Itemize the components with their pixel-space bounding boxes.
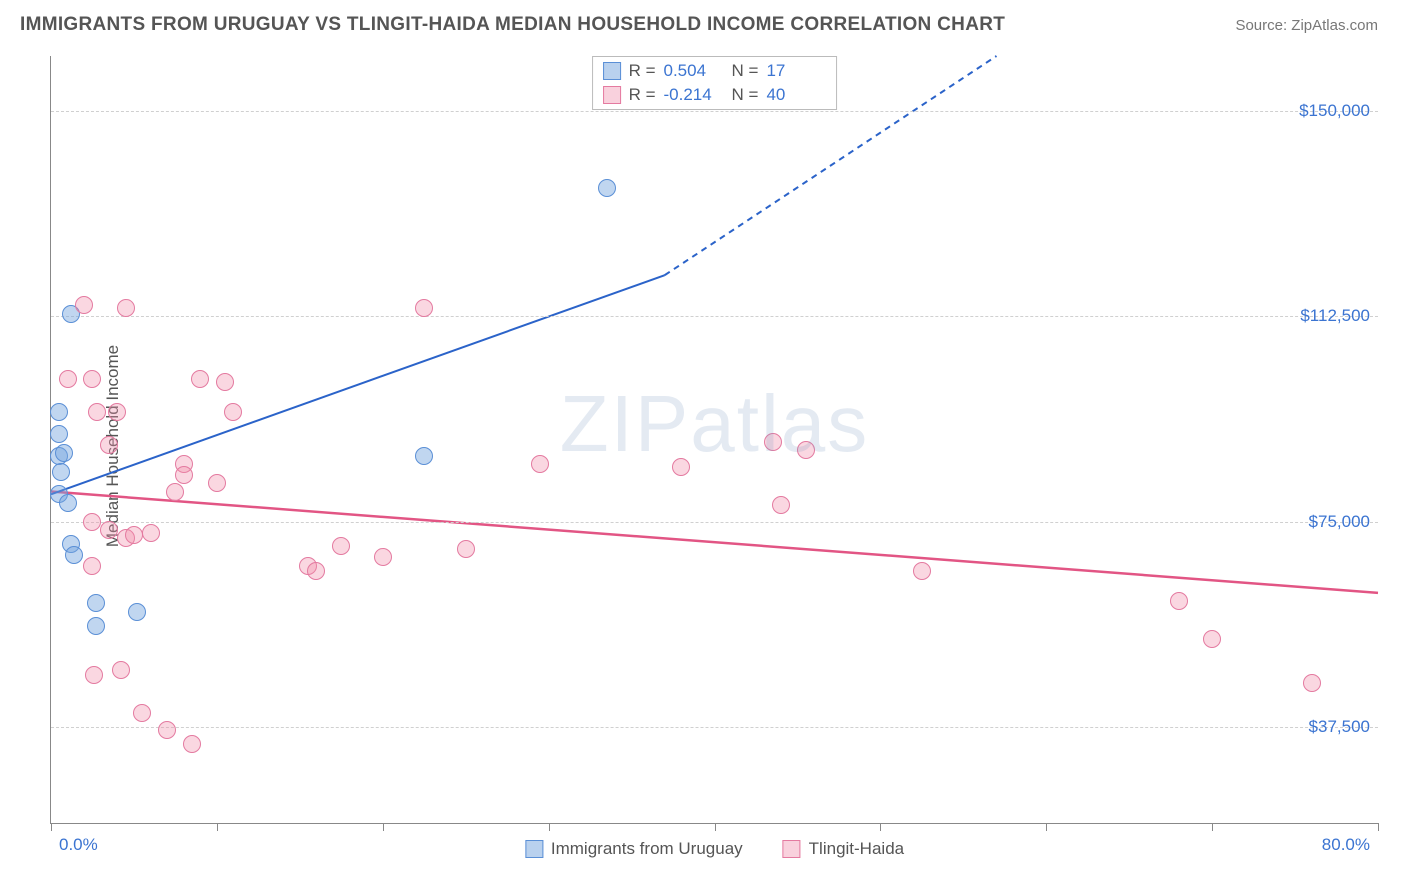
n-value-tlingit: 40 (766, 85, 826, 105)
legend-row-uruguay: R = 0.504 N = 17 (603, 59, 827, 83)
data-point (55, 444, 73, 462)
x-tick (549, 823, 550, 831)
data-point (224, 403, 242, 421)
data-point (1203, 630, 1221, 648)
data-point (100, 521, 118, 539)
data-point (83, 513, 101, 531)
data-point (142, 524, 160, 542)
data-point (59, 370, 77, 388)
legend-label-uruguay: Immigrants from Uruguay (551, 839, 743, 859)
data-point (208, 474, 226, 492)
chart-plot-area: ZIPatlas R = 0.504 N = 17 R = -0.214 N =… (50, 56, 1378, 824)
x-tick (1046, 823, 1047, 831)
data-point (117, 299, 135, 317)
swatch-pink-icon (603, 86, 621, 104)
gridline (51, 522, 1378, 523)
data-point (100, 436, 118, 454)
data-point (175, 466, 193, 484)
data-point (128, 603, 146, 621)
gridline (51, 316, 1378, 317)
data-point (133, 704, 151, 722)
correlation-legend: R = 0.504 N = 17 R = -0.214 N = 40 (592, 56, 838, 110)
x-tick (1378, 823, 1379, 831)
data-point (75, 296, 93, 314)
data-point (65, 546, 83, 564)
data-point (85, 666, 103, 684)
y-tick-label: $37,500 (1309, 717, 1370, 737)
chart-source: Source: ZipAtlas.com (1235, 17, 1378, 34)
data-point (191, 370, 209, 388)
x-tick (383, 823, 384, 831)
r-value-uruguay: 0.504 (664, 61, 724, 81)
data-point (87, 594, 105, 612)
legend-item-tlingit: Tlingit-Haida (783, 839, 904, 859)
data-point (598, 179, 616, 197)
y-tick-label: $112,500 (1300, 306, 1370, 326)
data-point (913, 562, 931, 580)
x-tick (715, 823, 716, 831)
n-value-uruguay: 17 (766, 61, 826, 81)
chart-header: IMMIGRANTS FROM URUGUAY VS TLINGIT-HAIDA… (0, 0, 1406, 46)
data-point (216, 373, 234, 391)
data-point (125, 526, 143, 544)
data-point (87, 617, 105, 635)
r-value-tlingit: -0.214 (664, 85, 724, 105)
y-tick-label: $150,000 (1299, 101, 1370, 121)
data-point (50, 403, 68, 421)
data-point (50, 425, 68, 443)
data-point (332, 537, 350, 555)
x-tick (51, 823, 52, 831)
data-point (158, 721, 176, 739)
gridline (51, 727, 1378, 728)
legend-row-tlingit: R = -0.214 N = 40 (603, 83, 827, 107)
legend-label-tlingit: Tlingit-Haida (809, 839, 904, 859)
series-legend: Immigrants from Uruguay Tlingit-Haida (525, 839, 904, 859)
data-point (415, 447, 433, 465)
data-point (1170, 592, 1188, 610)
x-axis-min-label: 0.0% (59, 835, 98, 855)
data-point (672, 458, 690, 476)
swatch-pink-icon (783, 840, 801, 858)
x-tick (217, 823, 218, 831)
x-axis-max-label: 80.0% (1322, 835, 1370, 855)
data-point (88, 403, 106, 421)
data-point (112, 661, 130, 679)
y-tick-label: $75,000 (1309, 512, 1370, 532)
data-point (83, 557, 101, 575)
x-tick (1212, 823, 1213, 831)
watermark: ZIPatlas (560, 378, 869, 470)
data-point (457, 540, 475, 558)
data-point (108, 403, 126, 421)
x-tick (880, 823, 881, 831)
data-point (531, 455, 549, 473)
chart-title: IMMIGRANTS FROM URUGUAY VS TLINGIT-HAIDA… (20, 14, 1005, 36)
gridline (51, 111, 1378, 112)
data-point (59, 494, 77, 512)
data-point (415, 299, 433, 317)
data-point (307, 562, 325, 580)
swatch-blue-icon (525, 840, 543, 858)
data-point (166, 483, 184, 501)
data-point (797, 441, 815, 459)
data-point (772, 496, 790, 514)
data-point (374, 548, 392, 566)
legend-item-uruguay: Immigrants from Uruguay (525, 839, 743, 859)
data-point (764, 433, 782, 451)
data-point (1303, 674, 1321, 692)
data-point (183, 735, 201, 753)
swatch-blue-icon (603, 62, 621, 80)
data-point (52, 463, 70, 481)
trendlines-layer (51, 56, 1378, 823)
data-point (83, 370, 101, 388)
